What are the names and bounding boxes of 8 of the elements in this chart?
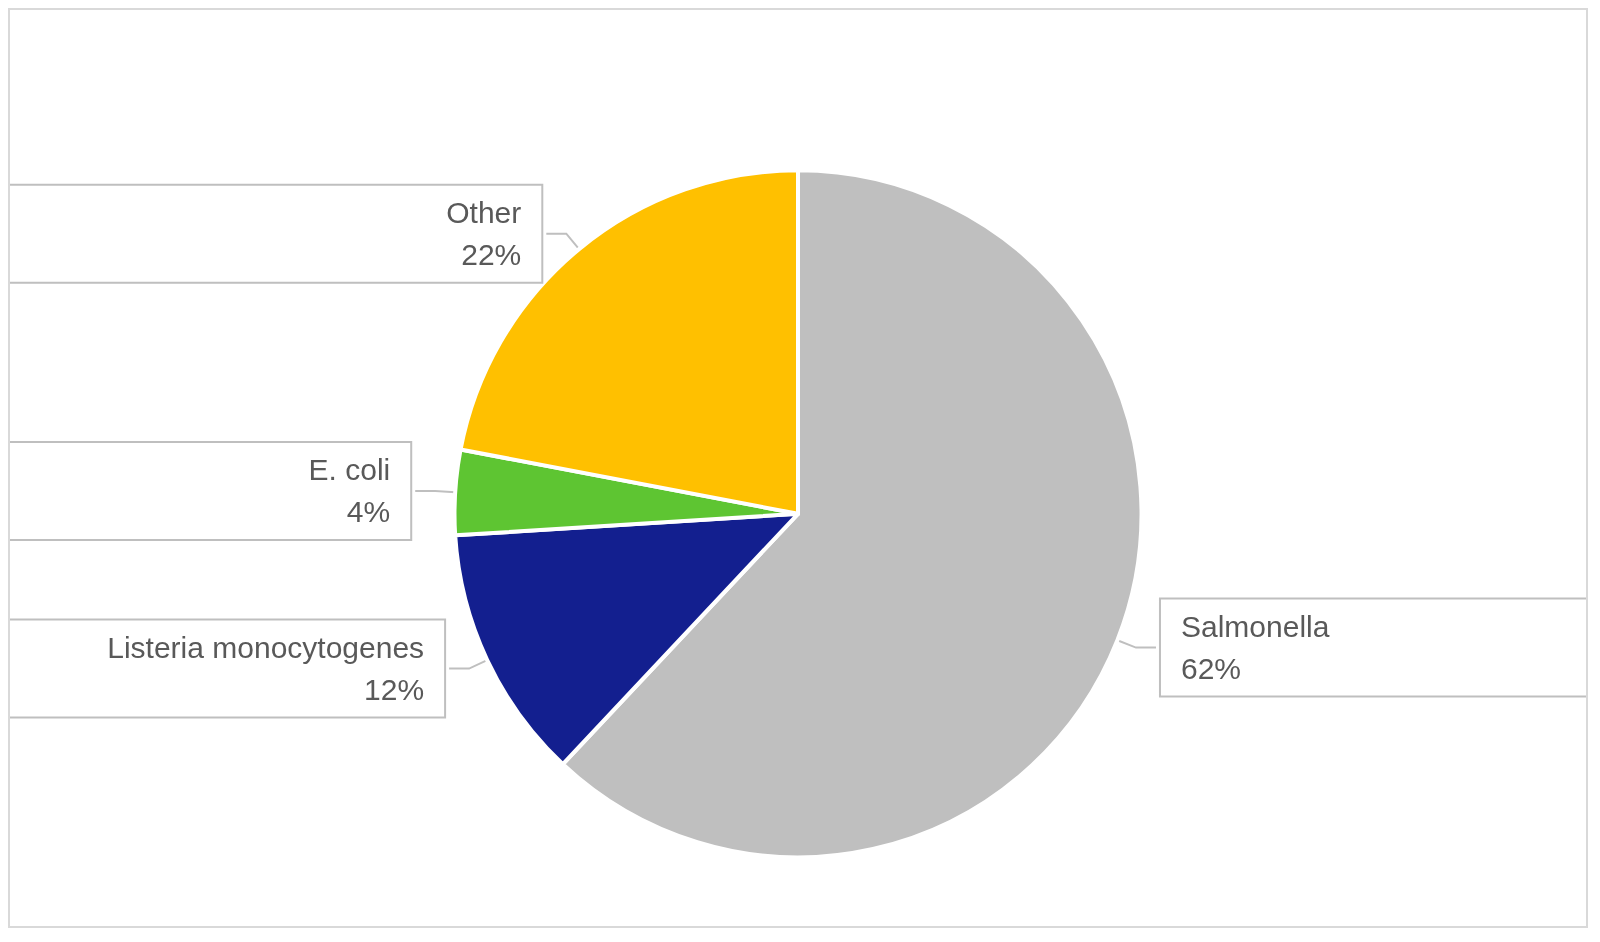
- slice-label: Listeria monocytogenes: [107, 631, 425, 665]
- data-label: 12%: [364, 673, 425, 707]
- data-label: 22%: [461, 238, 522, 272]
- slice-label: E. coli: [308, 453, 391, 487]
- slice-label: Salmonella: [1180, 610, 1330, 644]
- data-label: 62%: [1180, 652, 1242, 686]
- data-label: 4%: [346, 495, 391, 529]
- slice-label: Other: [446, 196, 522, 230]
